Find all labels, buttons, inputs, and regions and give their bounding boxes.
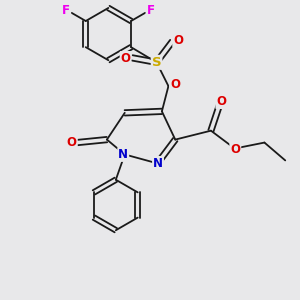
Text: O: O [216, 95, 226, 108]
Text: O: O [230, 142, 240, 156]
Text: F: F [146, 4, 154, 17]
Text: O: O [67, 136, 77, 149]
Text: S: S [152, 56, 161, 69]
Text: N: N [153, 157, 163, 170]
Text: N: N [118, 148, 128, 161]
Text: O: O [170, 78, 180, 91]
Text: O: O [173, 34, 183, 46]
Text: F: F [62, 4, 70, 17]
Text: O: O [121, 52, 130, 65]
